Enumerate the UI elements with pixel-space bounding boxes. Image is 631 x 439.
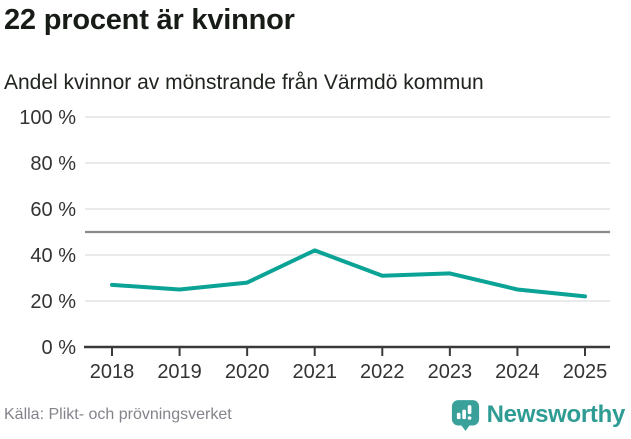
x-tick-label: 2020 — [225, 361, 270, 383]
y-tick-label: 0 % — [42, 337, 77, 359]
y-tick-label: 20 % — [30, 291, 76, 313]
x-tick-label: 2025 — [563, 361, 608, 383]
page-title: 22 procent är kvinnor — [4, 4, 295, 36]
line-chart: 0 % 20 % 40 % 60 % 80 % 100 % 2018 2019 2020 2021… — [19, 107, 610, 383]
x-tick-label: 2023 — [428, 361, 473, 383]
newsworthy-logo[interactable]: Newsworthy — [451, 399, 625, 432]
x-tick-label: 2018 — [90, 361, 135, 383]
y-tick-label: 80 % — [30, 153, 76, 175]
x-tick-label: 2019 — [157, 361, 202, 383]
source-text: Källa: Plikt- och prövningsverket — [4, 406, 232, 423]
x-tick-label: 2022 — [360, 361, 405, 383]
newsworthy-logo-text: Newsworthy — [486, 401, 626, 428]
newsworthy-logo-icon — [451, 399, 479, 431]
footer: Källa: Plikt- och prövningsverket Newswo… — [0, 397, 631, 433]
y-tick-label: 60 % — [30, 199, 76, 221]
x-tick-label: 2024 — [495, 361, 540, 383]
y-tick-label: 100 % — [19, 107, 76, 129]
x-tick-label: 2021 — [292, 361, 337, 383]
y-tick-label: 40 % — [30, 245, 76, 267]
trend-line — [110, 248, 587, 299]
chart-subtitle: Andel kvinnor av mönstrande från Värmdö … — [4, 71, 484, 94]
